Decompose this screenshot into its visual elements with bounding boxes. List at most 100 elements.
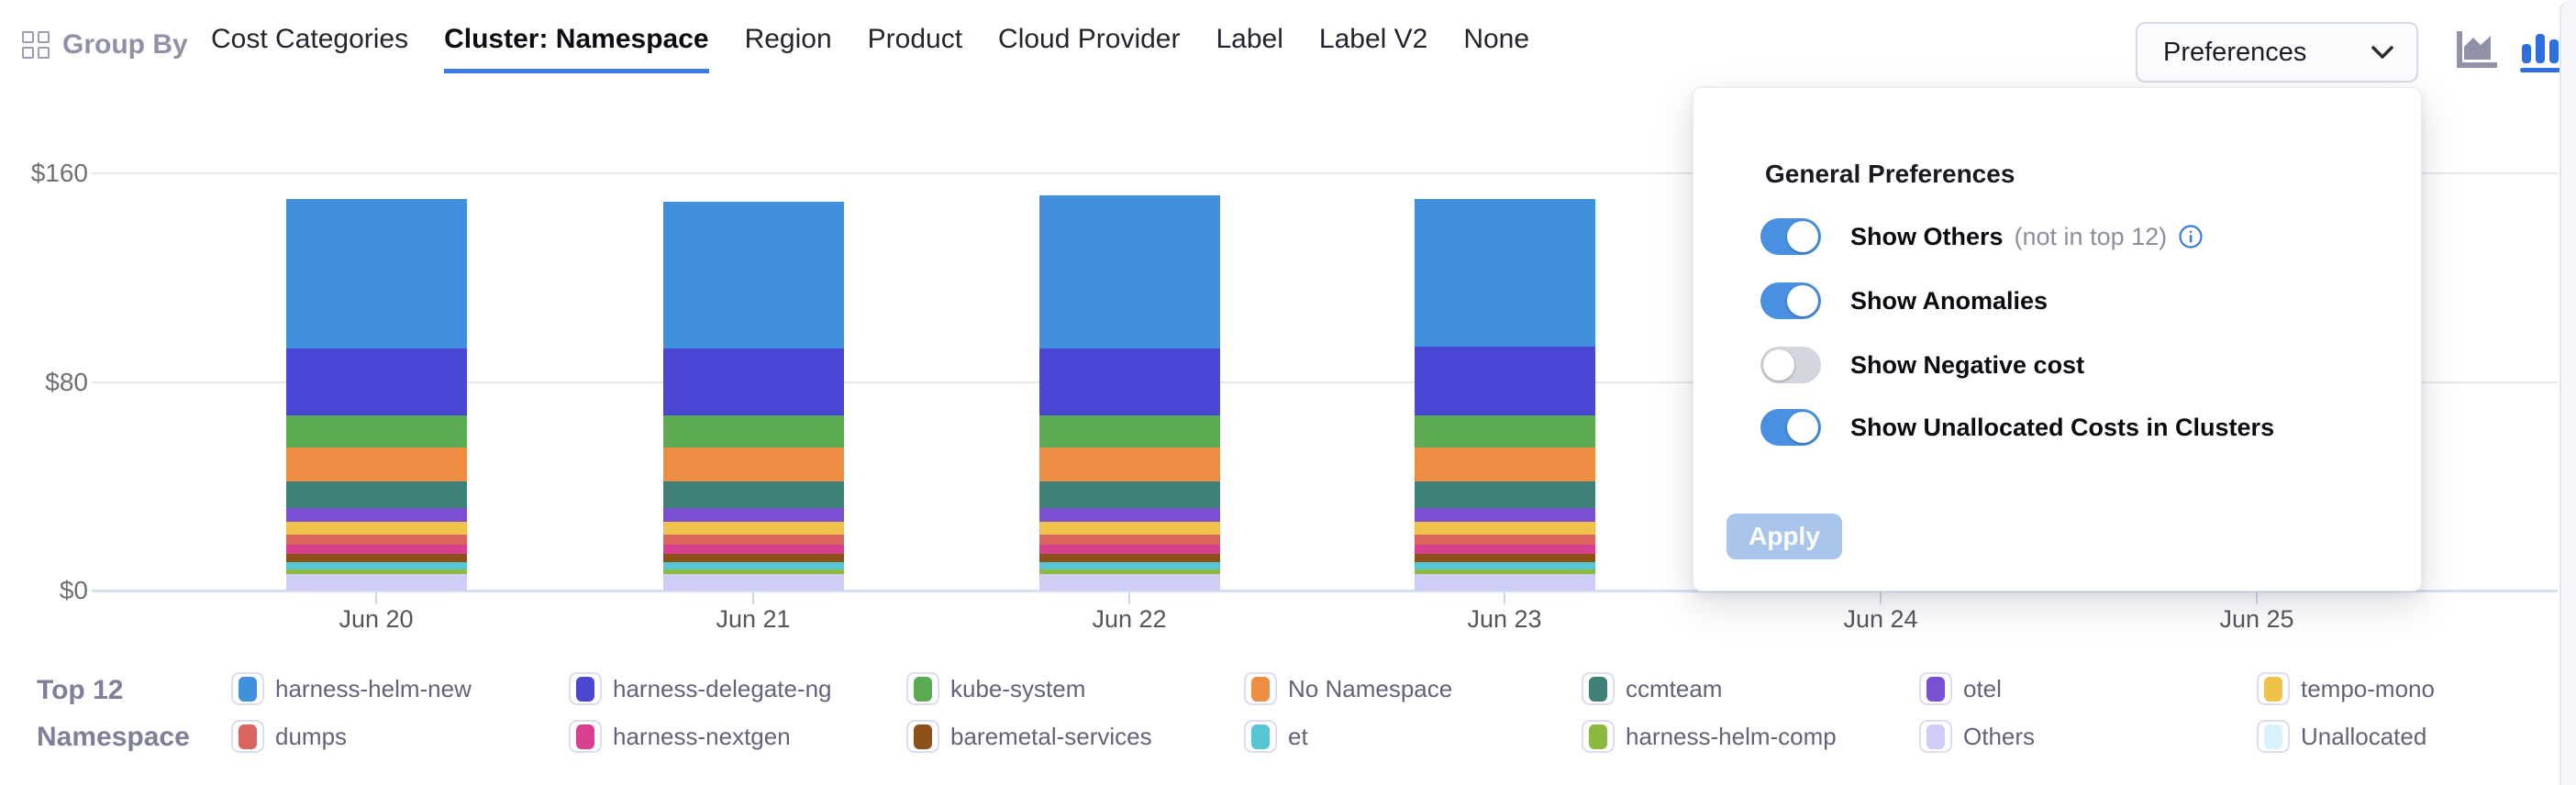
legend-item-no-namespace[interactable]: No Namespace xyxy=(1244,665,1582,713)
tab-label-v2[interactable]: Label V2 xyxy=(1318,24,1428,54)
bar-segment-otel[interactable] xyxy=(662,508,844,522)
legend-item-otel[interactable]: otel xyxy=(1919,665,2257,713)
bar-segment-kube-system[interactable] xyxy=(285,415,467,448)
bar-segment-harness-helm-new[interactable] xyxy=(285,199,467,348)
tab-label[interactable]: Label xyxy=(1216,24,1283,54)
bar-segment-harness-helm-comp[interactable] xyxy=(285,569,467,574)
right-panel-edge xyxy=(2559,0,2576,785)
toggle-show-anomalies[interactable] xyxy=(1760,282,1821,319)
bar-segment-harness-helm-comp[interactable] xyxy=(1414,569,1595,574)
bar-segment-others[interactable] xyxy=(1414,573,1595,591)
bar-segment-kube-system[interactable] xyxy=(662,415,844,448)
tab-cost-categories[interactable]: Cost Categories xyxy=(211,24,409,54)
preference-row-show-anomalies: Show Anomalies xyxy=(1760,281,2048,321)
bar-segment-tempo-mono[interactable] xyxy=(285,521,467,535)
tab-region[interactable]: Region xyxy=(744,24,832,54)
legend-item-label: harness-helm-comp xyxy=(1626,722,1837,750)
info-icon[interactable] xyxy=(2178,224,2204,249)
bar-chart-icon[interactable] xyxy=(2519,29,2561,73)
apply-button[interactable]: Apply xyxy=(1727,514,1842,559)
bar-segment-harness-nextgen[interactable] xyxy=(285,545,467,555)
bar-segment-ccmteam[interactable] xyxy=(662,481,844,509)
bar-segment-harness-helm-new[interactable] xyxy=(662,202,844,348)
bar-segment-baremetal-services[interactable] xyxy=(1414,554,1595,562)
legend-item-dumps[interactable]: dumps xyxy=(231,713,569,760)
bar-segment-no-namespace[interactable] xyxy=(285,447,467,481)
preference-label: Show Anomalies xyxy=(1850,286,2049,315)
legend-item-label: harness-helm-new xyxy=(275,674,472,702)
bar-segment-no-namespace[interactable] xyxy=(662,447,844,481)
bar-segment-tempo-mono[interactable] xyxy=(662,521,844,535)
legend-item-kube-system[interactable]: kube-system xyxy=(906,665,1244,713)
bar-segment-dumps[interactable] xyxy=(1038,534,1220,546)
bar-segment-harness-delegate-ng[interactable] xyxy=(285,348,467,416)
bar-segment-et[interactable] xyxy=(1414,561,1595,570)
toggle-show-others[interactable] xyxy=(1760,218,1821,255)
bar-segment-kube-system[interactable] xyxy=(1414,415,1595,448)
bar-segment-ccmteam[interactable] xyxy=(1038,481,1220,509)
bar-segment-others[interactable] xyxy=(1038,573,1220,591)
preference-label: Show Negative cost xyxy=(1850,350,2085,379)
toggle-show-unallocated-costs-in-clusters[interactable] xyxy=(1760,409,1821,446)
bar-segment-harness-delegate-ng[interactable] xyxy=(662,348,844,416)
legend-item-et[interactable]: et xyxy=(1244,713,1582,760)
bar-segment-otel[interactable] xyxy=(1414,508,1595,522)
legend-item-harness-delegate-ng[interactable]: harness-delegate-ng xyxy=(569,665,906,713)
legend-swatch xyxy=(231,720,264,753)
legend-item-baremetal-services[interactable]: baremetal-services xyxy=(906,713,1244,760)
legend-swatch xyxy=(1919,672,1952,705)
bar-segment-baremetal-services[interactable] xyxy=(662,554,844,562)
tab-none[interactable]: None xyxy=(1463,24,1530,54)
bar-segment-harness-delegate-ng[interactable] xyxy=(1414,347,1595,416)
legend-item-harness-nextgen[interactable]: harness-nextgen xyxy=(569,713,906,760)
gridline-80 xyxy=(92,381,2558,383)
x-axis-tick xyxy=(375,592,377,604)
bar-segment-harness-nextgen[interactable] xyxy=(1038,545,1220,555)
bar-segment-harness-delegate-ng[interactable] xyxy=(1038,348,1220,416)
preference-label-suffix: (not in top 12) xyxy=(2014,222,2168,250)
toggle-show-negative-cost[interactable] xyxy=(1760,347,1821,383)
preferences-dropdown-button[interactable]: Preferences xyxy=(2136,22,2418,83)
bar-segment-ccmteam[interactable] xyxy=(285,481,467,509)
bar-segment-kube-system[interactable] xyxy=(1038,415,1220,448)
area-chart-icon[interactable] xyxy=(2455,29,2499,72)
bar-segment-harness-helm-comp[interactable] xyxy=(662,569,844,574)
bar-segment-no-namespace[interactable] xyxy=(1038,447,1220,481)
bar-segment-harness-helm-comp[interactable] xyxy=(1038,569,1220,574)
bar-segment-otel[interactable] xyxy=(1038,508,1220,522)
legend-item-others[interactable]: Others xyxy=(1919,713,2257,760)
bar-segment-harness-helm-new[interactable] xyxy=(1038,195,1220,348)
bar-segment-harness-nextgen[interactable] xyxy=(1414,545,1595,555)
tab-cloud-provider[interactable]: Cloud Provider xyxy=(998,24,1181,54)
bar-segment-harness-nextgen[interactable] xyxy=(662,545,844,555)
legend-item-label: harness-delegate-ng xyxy=(613,674,832,702)
bar-segment-dumps[interactable] xyxy=(285,534,467,546)
gridline-160 xyxy=(92,172,2558,174)
bar-segment-baremetal-services[interactable] xyxy=(285,554,467,562)
legend-item-label: Others xyxy=(1963,722,2036,750)
bar-segment-tempo-mono[interactable] xyxy=(1414,521,1595,535)
bar-segment-no-namespace[interactable] xyxy=(1414,447,1595,481)
bar-segment-et[interactable] xyxy=(662,561,844,570)
preference-row-show-negative-cost: Show Negative cost xyxy=(1760,345,2084,385)
legend-item-label: tempo-mono xyxy=(2301,674,2435,702)
bar-segment-dumps[interactable] xyxy=(662,534,844,546)
legend-item-harness-helm-new[interactable]: harness-helm-new xyxy=(231,665,569,713)
legend-item-unallocated[interactable]: Unallocated xyxy=(2257,713,2576,760)
legend-item-harness-helm-comp[interactable]: harness-helm-comp xyxy=(1582,713,1919,760)
bar-segment-et[interactable] xyxy=(285,561,467,570)
legend-item-ccmteam[interactable]: ccmteam xyxy=(1582,665,1919,713)
bar-segment-otel[interactable] xyxy=(285,508,467,522)
bar-segment-ccmteam[interactable] xyxy=(1414,481,1595,509)
bar-segment-others[interactable] xyxy=(285,573,467,591)
bar-segment-others[interactable] xyxy=(662,573,844,591)
bar-segment-harness-helm-new[interactable] xyxy=(1414,199,1595,348)
bar-segment-baremetal-services[interactable] xyxy=(1038,554,1220,562)
legend-item-tempo-mono[interactable]: tempo-mono xyxy=(2257,665,2576,713)
preferences-button-label: Preferences xyxy=(2163,37,2307,67)
tab-product[interactable]: Product xyxy=(867,24,963,54)
bar-segment-dumps[interactable] xyxy=(1414,534,1595,546)
bar-segment-et[interactable] xyxy=(1038,561,1220,570)
bar-segment-tempo-mono[interactable] xyxy=(1038,521,1220,535)
tab-cluster-namespace[interactable]: Cluster: Namespace xyxy=(444,24,709,73)
